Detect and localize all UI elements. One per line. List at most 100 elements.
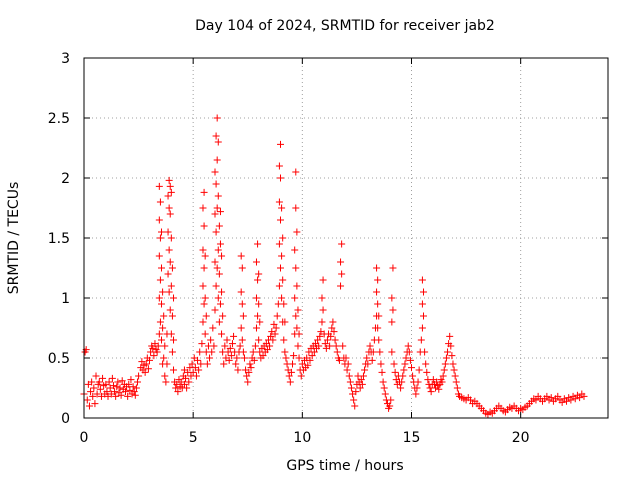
- data-point: [316, 332, 324, 340]
- data-point: [319, 306, 327, 314]
- data-point: [293, 324, 301, 332]
- data-point: [404, 342, 412, 350]
- data-point: [213, 204, 221, 212]
- data-point: [166, 210, 174, 218]
- data-point: [415, 366, 423, 374]
- data-point: [377, 360, 385, 368]
- data-point: [388, 318, 396, 326]
- data-point: [216, 208, 224, 216]
- data-point: [345, 372, 353, 380]
- data-point: [239, 348, 247, 356]
- data-point: [129, 383, 137, 391]
- data-point: [315, 342, 323, 350]
- data-point: [342, 354, 350, 362]
- data-point: [132, 384, 140, 392]
- data-point: [389, 306, 397, 314]
- data-point: [244, 378, 252, 386]
- data-point: [275, 282, 283, 290]
- data-point: [223, 336, 231, 344]
- data-point: [279, 234, 287, 242]
- data-point: [92, 372, 100, 380]
- data-point: [158, 300, 166, 308]
- y-tick-label: 1.5: [48, 231, 70, 247]
- data-point: [444, 348, 452, 356]
- data-point: [189, 368, 197, 376]
- data-point: [277, 264, 284, 272]
- data-point: [298, 360, 306, 368]
- data-point: [218, 288, 226, 296]
- data-point: [245, 368, 253, 376]
- data-point: [408, 364, 415, 372]
- data-point: [427, 388, 435, 396]
- data-point: [216, 240, 224, 248]
- data-point: [347, 384, 355, 392]
- data-point: [373, 264, 381, 272]
- data-point: [295, 330, 303, 338]
- data-point: [185, 378, 193, 386]
- data-point: [124, 392, 132, 400]
- data-point: [125, 380, 133, 388]
- data-point: [558, 398, 566, 406]
- data-point: [282, 354, 290, 362]
- data-point: [225, 356, 233, 364]
- data-point: [399, 372, 407, 380]
- data-point: [375, 312, 383, 320]
- data-point: [580, 392, 588, 400]
- data-point: [254, 276, 262, 284]
- data-point: [277, 174, 284, 182]
- data-point: [368, 356, 376, 364]
- data-point: [155, 330, 163, 338]
- data-point: [212, 282, 220, 290]
- data-point: [155, 216, 163, 224]
- data-point: [364, 360, 372, 368]
- data-point: [293, 282, 301, 290]
- data-point: [109, 382, 117, 390]
- data-point: [563, 397, 571, 405]
- data-point: [170, 366, 178, 374]
- data-point: [446, 332, 454, 340]
- data-point: [373, 288, 381, 296]
- data-point: [380, 384, 388, 392]
- data-point: [285, 372, 293, 380]
- data-point: [138, 358, 146, 366]
- data-point: [387, 396, 395, 404]
- data-point: [211, 210, 219, 218]
- data-point: [259, 352, 267, 360]
- data-point: [227, 352, 235, 360]
- data-point: [326, 342, 334, 350]
- data-point: [330, 328, 338, 336]
- data-point: [182, 374, 190, 382]
- data-point: [343, 366, 351, 374]
- data-point: [215, 270, 223, 278]
- data-point: [291, 294, 299, 302]
- data-point: [221, 342, 229, 350]
- data-point: [252, 294, 260, 302]
- data-point: [201, 294, 209, 302]
- data-point: [278, 252, 286, 260]
- data-points: [80, 114, 588, 418]
- data-point: [165, 288, 173, 296]
- data-point: [214, 192, 222, 200]
- data-point: [114, 378, 122, 386]
- data-point: [323, 336, 331, 344]
- data-point: [391, 368, 399, 376]
- x-axis-label: GPS time / hours: [286, 458, 403, 474]
- data-point: [318, 294, 326, 302]
- data-point: [200, 300, 208, 308]
- data-point: [339, 342, 347, 350]
- data-point: [161, 372, 169, 380]
- data-point: [83, 396, 91, 404]
- data-point: [239, 312, 247, 320]
- data-point: [212, 228, 220, 236]
- data-point: [414, 378, 422, 386]
- data-point: [359, 372, 367, 380]
- data-point: [418, 324, 426, 332]
- data-point: [95, 378, 103, 386]
- data-point: [214, 246, 222, 254]
- data-point: [238, 336, 246, 344]
- data-point: [93, 390, 101, 398]
- data-point: [118, 377, 126, 385]
- data-point: [164, 270, 172, 278]
- data-point: [155, 294, 163, 302]
- data-point: [388, 294, 396, 302]
